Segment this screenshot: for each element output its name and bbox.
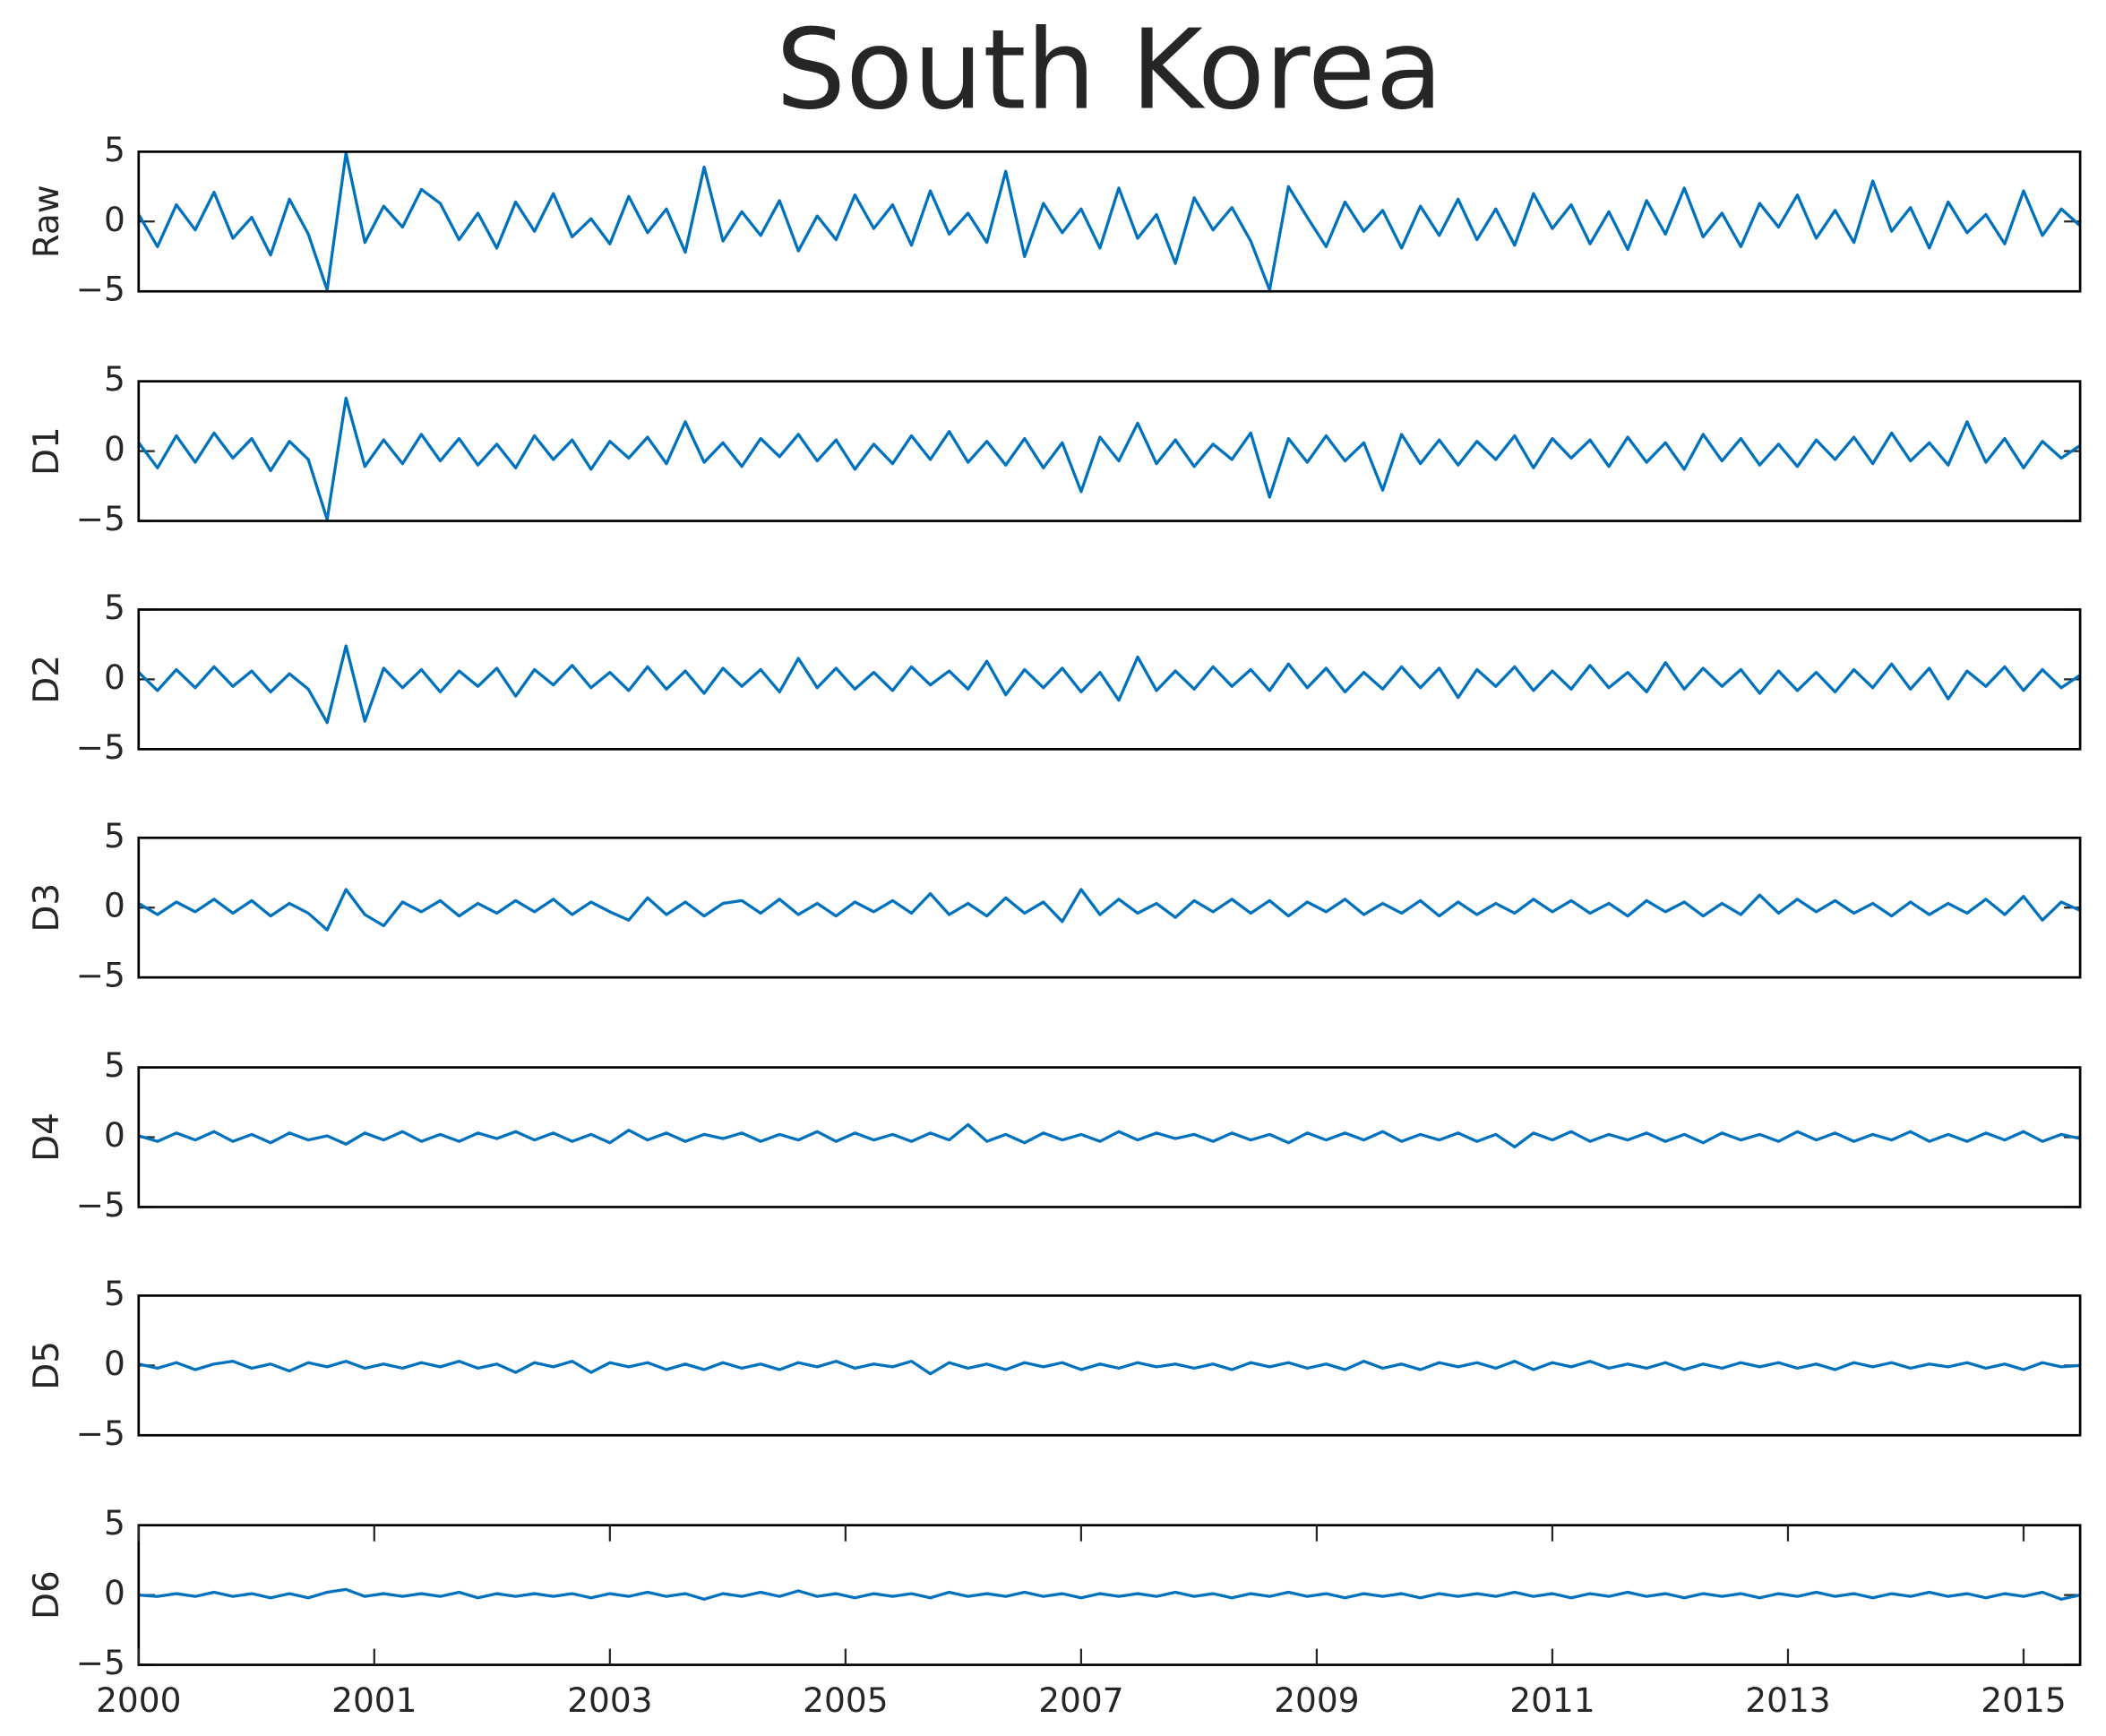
data-line bbox=[137, 644, 2082, 725]
y-tick-label: −5 bbox=[76, 499, 125, 538]
y-tick-label: −5 bbox=[76, 1414, 125, 1453]
y-tick-label: 0 bbox=[104, 1344, 125, 1383]
axes-box bbox=[137, 1066, 2082, 1208]
y-tick-label: −5 bbox=[76, 1643, 125, 1682]
data-line bbox=[138, 1122, 2081, 1149]
data-line bbox=[137, 396, 2082, 521]
data-line bbox=[138, 1587, 2081, 1601]
x-tick-label: 2011 bbox=[1509, 1680, 1595, 1720]
chart-title: South Korea bbox=[776, 6, 1443, 134]
y-tick-label: −5 bbox=[76, 1185, 125, 1225]
x-tick-label: 2000 bbox=[96, 1680, 181, 1720]
y-tick-label: 5 bbox=[104, 1503, 125, 1543]
x-tick-label: 2001 bbox=[331, 1680, 417, 1720]
y-tick-label: −5 bbox=[76, 956, 125, 995]
x-tick-label: 2009 bbox=[1274, 1680, 1359, 1720]
y-axis-label: D2 bbox=[27, 655, 67, 704]
y-tick-label: 0 bbox=[104, 1573, 125, 1612]
y-tick-label: 0 bbox=[104, 886, 125, 925]
axes-box bbox=[137, 608, 2082, 751]
axes-box bbox=[137, 150, 2082, 293]
y-tick-label: 5 bbox=[104, 1274, 125, 1313]
y-axis-label: D6 bbox=[27, 1570, 67, 1620]
data-line bbox=[137, 888, 2081, 932]
y-tick-label: 0 bbox=[104, 200, 125, 239]
y-axis-label: D1 bbox=[27, 426, 67, 476]
y-tick-label: 0 bbox=[104, 1115, 125, 1155]
y-tick-label: 5 bbox=[104, 130, 125, 169]
y-axis-label: D5 bbox=[27, 1341, 67, 1390]
y-axis-label: D3 bbox=[27, 883, 67, 932]
axes-box bbox=[137, 1294, 2082, 1437]
x-tick-label: 2013 bbox=[1745, 1680, 1830, 1720]
x-tick-label: 2015 bbox=[1981, 1680, 2066, 1720]
axes-box bbox=[137, 1524, 2082, 1666]
x-tick-label: 2003 bbox=[567, 1680, 652, 1720]
y-axis-label: D4 bbox=[27, 1113, 67, 1162]
data-line bbox=[138, 1359, 2081, 1376]
axes-box bbox=[137, 836, 2082, 979]
axes-box bbox=[137, 380, 2082, 522]
x-tick-label: 2005 bbox=[803, 1680, 888, 1720]
y-tick-label: −5 bbox=[76, 270, 125, 309]
y-tick-label: −5 bbox=[76, 727, 125, 767]
y-tick-label: 5 bbox=[104, 1045, 125, 1085]
y-tick-label: 0 bbox=[104, 657, 125, 697]
y-tick-label: 5 bbox=[104, 359, 125, 399]
data-line bbox=[137, 151, 2082, 292]
x-tick-label: 2007 bbox=[1038, 1680, 1123, 1720]
y-axis-label: Raw bbox=[27, 185, 67, 258]
y-tick-label: 5 bbox=[104, 816, 125, 855]
y-tick-label: 5 bbox=[104, 588, 125, 627]
y-tick-label: 0 bbox=[104, 429, 125, 468]
